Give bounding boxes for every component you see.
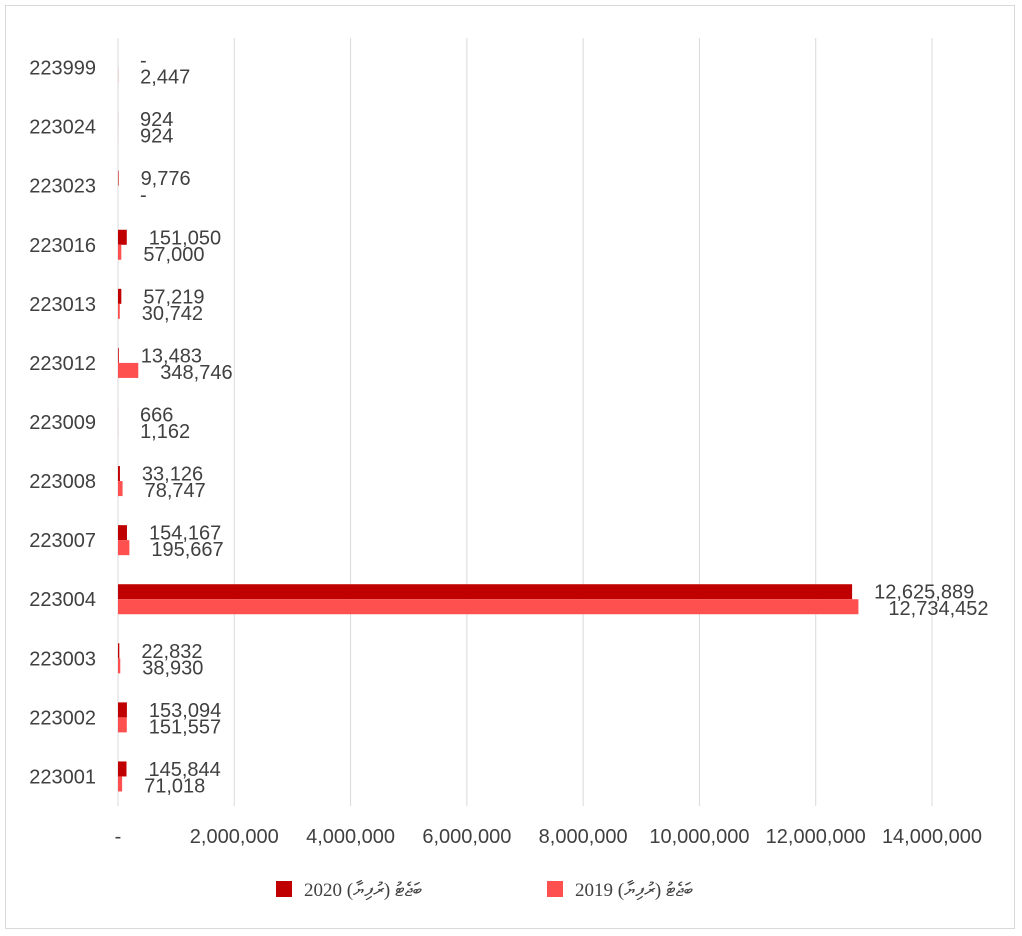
category-label: 223016 <box>29 235 96 257</box>
bar-2019 <box>118 481 123 497</box>
data-label-2019: 78,747 <box>145 480 206 502</box>
data-label-2019: 30,742 <box>142 303 203 325</box>
category-label: 223001 <box>29 766 96 788</box>
bar-2019 <box>118 599 859 615</box>
category-label: 223002 <box>29 707 96 729</box>
data-label-2020: 924 <box>140 109 173 131</box>
bar-2019 <box>118 362 139 378</box>
category-label: 223008 <box>29 471 96 493</box>
data-label-2020: 151,050 <box>149 227 221 249</box>
bar-2019 <box>118 658 121 674</box>
data-label-2020: 33,126 <box>142 464 203 486</box>
category-label: 223004 <box>29 589 96 611</box>
bar-2020 <box>118 702 127 718</box>
category-label: 223003 <box>29 648 96 670</box>
x-tick-label: 12,000,000 <box>766 826 866 848</box>
data-label-2020: - <box>140 50 147 72</box>
data-label-2020: 666 <box>140 405 173 427</box>
category-label: 223013 <box>29 294 96 316</box>
data-label-2019: 57,000 <box>143 244 204 266</box>
data-label-2019: 38,930 <box>142 657 203 679</box>
bar-2020 <box>118 170 119 186</box>
bar-2019 <box>118 776 123 792</box>
bar-2020 <box>118 584 853 600</box>
data-label-2020: 145,844 <box>148 759 220 781</box>
category-label: 223023 <box>29 176 96 198</box>
x-tick-label: 2,000,000 <box>190 826 279 848</box>
data-label-2019: 2,447 <box>140 67 190 89</box>
data-label-2019: 348,746 <box>160 362 232 384</box>
data-label-2020: 154,167 <box>149 523 221 545</box>
chart-frame <box>5 5 1015 929</box>
bar-2020 <box>118 761 127 777</box>
bar-2020 <box>118 525 127 541</box>
bar-2019 <box>118 244 122 260</box>
data-label-2019: 151,557 <box>149 716 221 738</box>
bar-2020 <box>118 229 127 245</box>
data-label-2019: - <box>140 185 147 207</box>
data-label-2019: 195,667 <box>151 539 223 561</box>
bar-2019 <box>118 717 127 733</box>
legend-label-2020: 2020 ބަޖެޓު (ރުފިޔާ) <box>304 880 422 901</box>
bar-2020 <box>118 288 122 304</box>
x-tick-label: 14,000,000 <box>882 826 982 848</box>
category-label: 223012 <box>29 353 96 375</box>
bar-2020 <box>118 466 120 482</box>
data-label-2020: 9,776 <box>141 168 191 190</box>
x-tick-label: 4,000,000 <box>306 826 395 848</box>
data-label-2020: 13,483 <box>141 345 202 367</box>
bar-2020 <box>118 643 120 659</box>
bar-2019 <box>118 303 120 319</box>
data-label-2019: 1,162 <box>140 421 190 443</box>
data-label-2019: 12,734,452 <box>888 598 988 620</box>
x-tick-label: 10,000,000 <box>649 826 749 848</box>
data-label-2020: 153,094 <box>149 700 221 722</box>
data-label-2020: 12,625,889 <box>874 582 974 604</box>
x-tick-label: - <box>115 826 122 848</box>
category-label: 223024 <box>29 117 96 139</box>
legend-label-2019: 2019 ބަޖެޓު (ރުފިޔާ) <box>575 880 693 901</box>
data-label-2020: 57,219 <box>143 286 204 308</box>
x-tick-label: 8,000,000 <box>539 826 628 848</box>
legend-swatch-2020 <box>276 881 292 897</box>
category-label: 223999 <box>29 58 96 80</box>
bar-2019 <box>118 540 130 556</box>
x-tick-label: 6,000,000 <box>422 826 511 848</box>
data-label-2019: 71,018 <box>144 775 205 797</box>
data-label-2019: 924 <box>140 126 173 148</box>
category-label: 223009 <box>29 412 96 434</box>
data-label-2020: 22,832 <box>141 641 202 663</box>
category-label: 223007 <box>29 530 96 552</box>
legend-swatch-2019 <box>547 881 563 897</box>
bar-2020 <box>118 347 119 363</box>
